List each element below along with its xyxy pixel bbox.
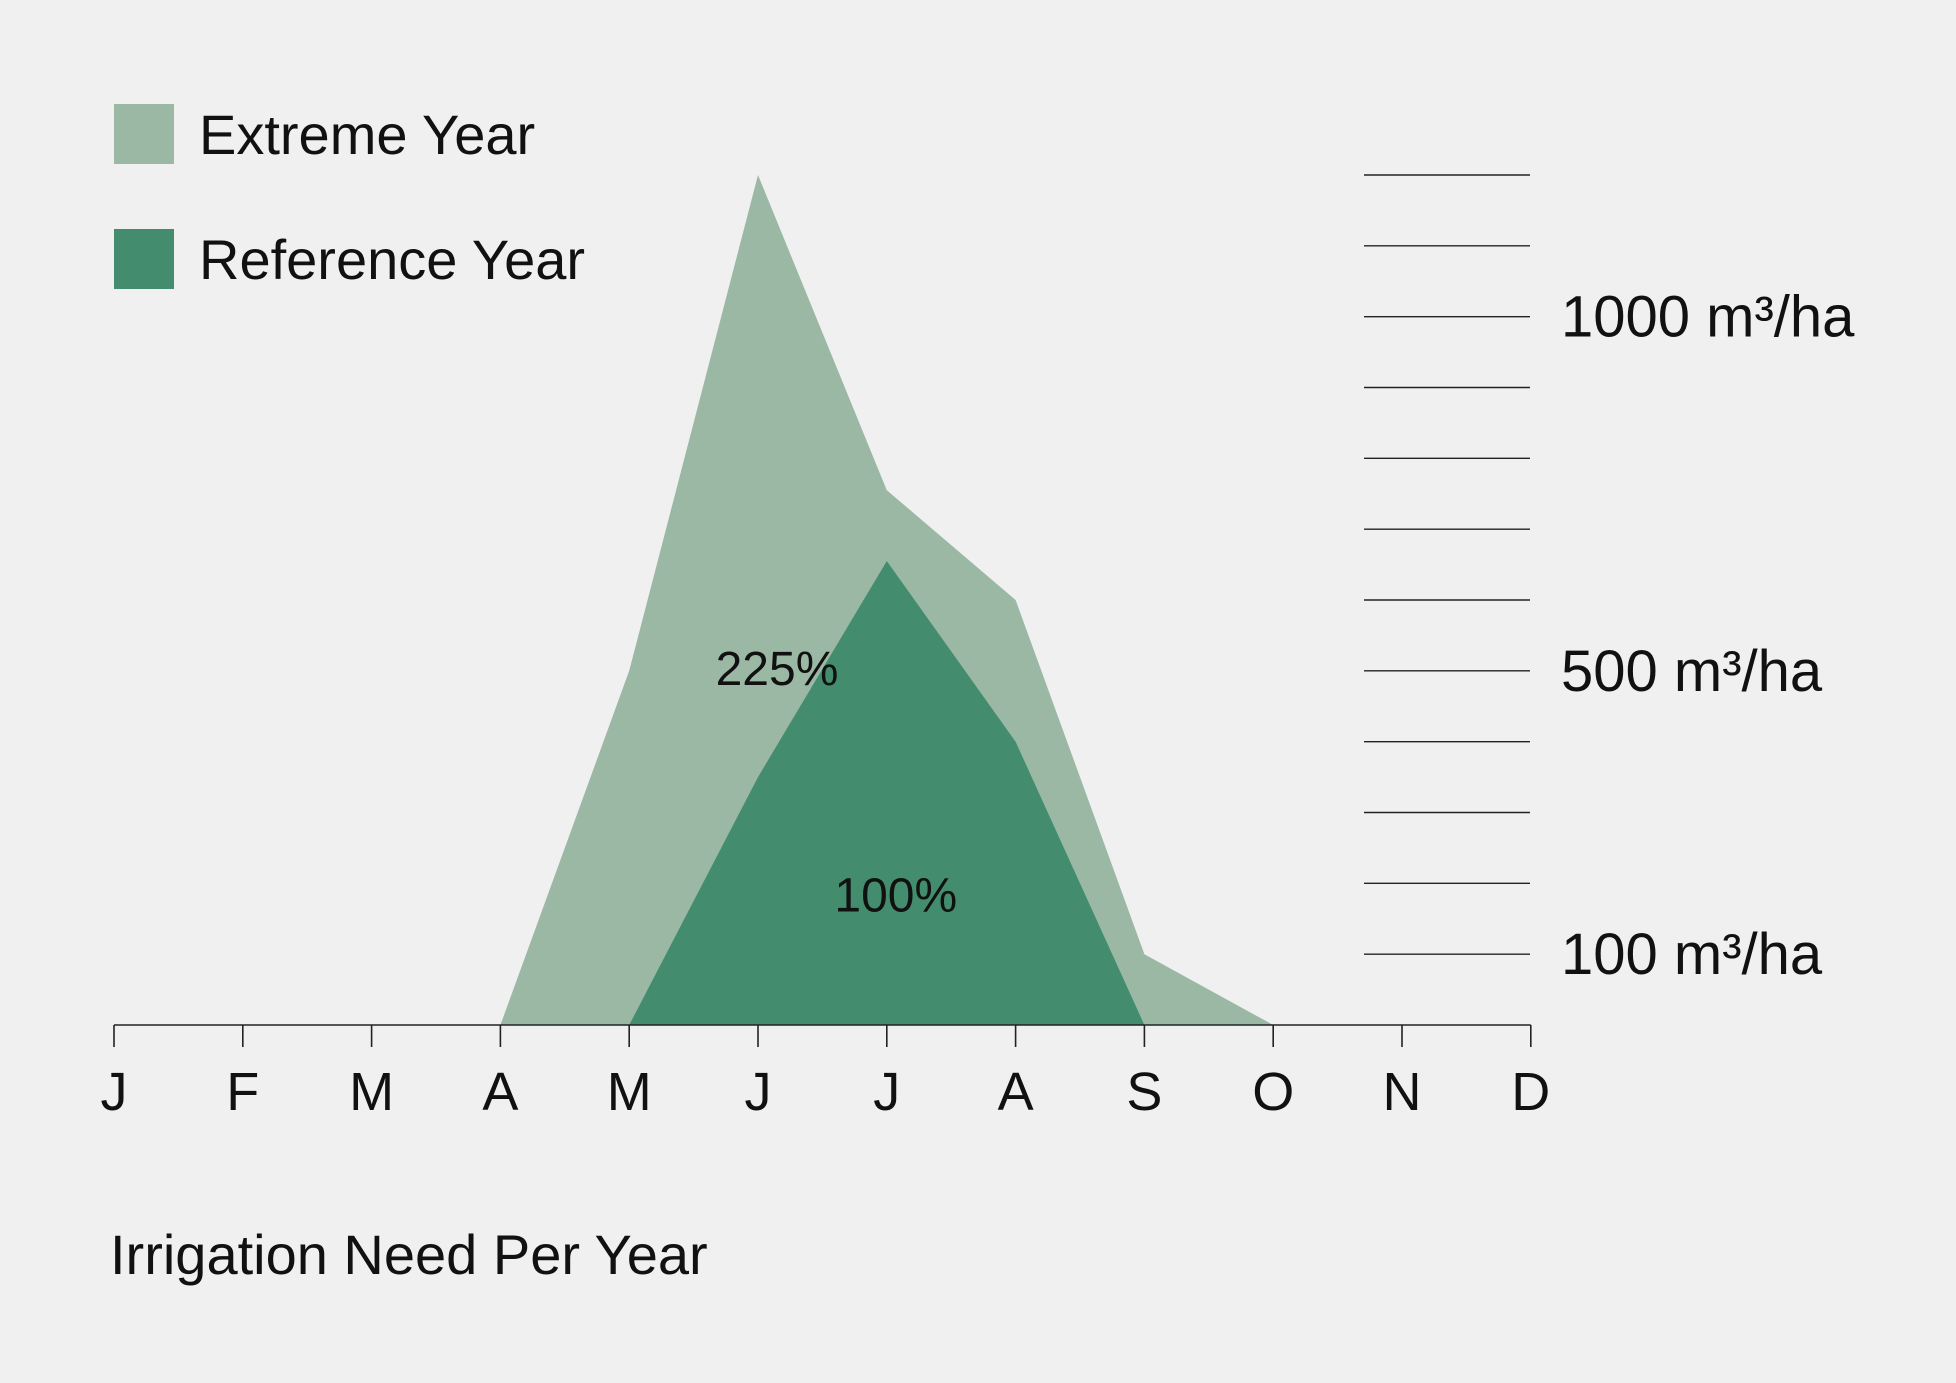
x-tick-label: A bbox=[998, 1062, 1034, 1122]
x-tick-label: O bbox=[1252, 1062, 1294, 1122]
x-tick-label: J bbox=[873, 1062, 900, 1122]
x-tick-label: M bbox=[607, 1062, 652, 1122]
area-layer bbox=[114, 175, 1531, 1025]
x-tick-label: M bbox=[349, 1062, 394, 1122]
series-percent-label: 225% bbox=[716, 643, 839, 696]
series-labels: 225% 100% bbox=[716, 643, 958, 923]
x-tick-label: J bbox=[101, 1062, 128, 1122]
legend: Extreme Year Reference Year bbox=[114, 103, 585, 291]
series-percent-label: 100% bbox=[834, 870, 957, 923]
y-tick-label: 1000 m³/ha bbox=[1561, 285, 1855, 350]
x-tick-label: D bbox=[1511, 1062, 1550, 1122]
y-tick-label: 100 m³/ha bbox=[1561, 922, 1823, 987]
x-tick-label: J bbox=[745, 1062, 772, 1122]
legend-swatch bbox=[114, 229, 174, 289]
area-reference-year bbox=[114, 561, 1531, 1025]
y-tick-label: 500 m³/ha bbox=[1561, 639, 1823, 704]
area-extreme-year bbox=[114, 175, 1531, 1025]
x-tick-label: A bbox=[482, 1062, 518, 1122]
x-tick-label: F bbox=[226, 1062, 259, 1122]
legend-label: Extreme Year bbox=[199, 103, 535, 166]
legend-label: Reference Year bbox=[199, 228, 585, 291]
y-tick-layer: 100 m³/ha 500 m³/ha 1000 m³/ha bbox=[1364, 174, 1855, 987]
x-tick-label: N bbox=[1383, 1062, 1422, 1122]
chart-caption: Irrigation Need Per Year bbox=[110, 1223, 708, 1286]
x-tick-label: S bbox=[1126, 1062, 1162, 1122]
legend-swatch bbox=[114, 104, 174, 164]
